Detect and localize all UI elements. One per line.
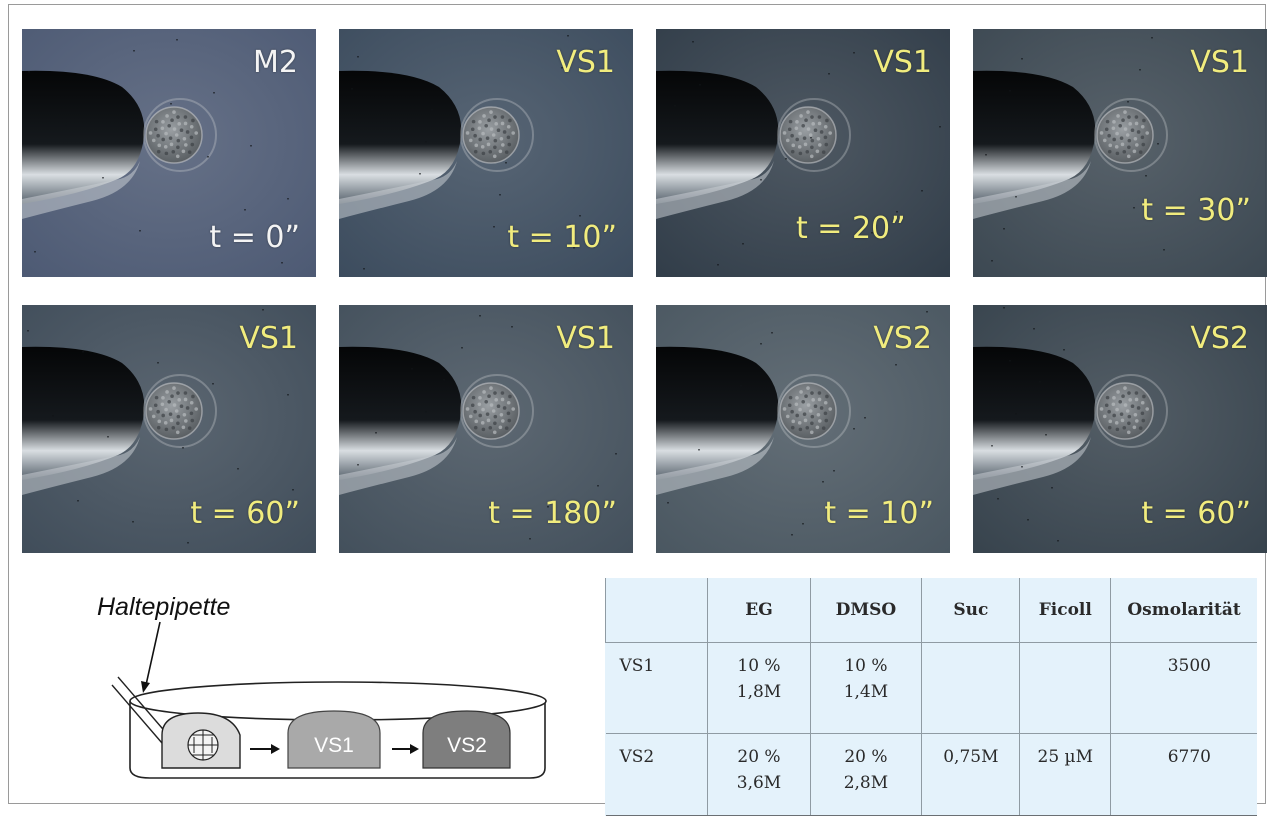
ficoll-cell bbox=[1019, 642, 1111, 734]
header-cell-osmolaritaet: Osmolarität bbox=[1110, 578, 1257, 643]
time-label: t = 60” bbox=[190, 496, 300, 531]
micrograph-image bbox=[22, 305, 316, 553]
time-label: t = 10” bbox=[824, 496, 934, 531]
eg-cell: 10 % 1,8M bbox=[707, 642, 811, 734]
micrograph-panel: VS1 t = 10” bbox=[339, 29, 633, 277]
dmso-molar: 1,4M bbox=[843, 682, 889, 702]
vs1-drop-label: VS1 bbox=[314, 734, 354, 757]
time-label: t = 60” bbox=[1141, 496, 1251, 531]
eg-percent: 10 % bbox=[737, 656, 781, 676]
header-cell-eg: EG bbox=[707, 578, 811, 643]
micrograph-image bbox=[973, 29, 1267, 277]
time-label: t = 180” bbox=[488, 496, 617, 531]
micrograph-grid: M2 t = 0” VS1 t = 10” bbox=[22, 29, 1267, 554]
micrograph-panel: VS2 t = 10” bbox=[656, 305, 950, 553]
micrograph-image bbox=[656, 29, 950, 277]
header-cell-ficoll: Ficoll bbox=[1019, 578, 1111, 643]
dmso-percent: 10 % bbox=[844, 656, 888, 676]
micrograph-panel: M2 t = 0” bbox=[22, 29, 316, 277]
solution-label: VS1 bbox=[239, 321, 298, 356]
osmolarity-cell: 6770 bbox=[1110, 733, 1257, 816]
solution-label: VS1 bbox=[556, 321, 615, 356]
micrograph-image bbox=[656, 305, 950, 553]
micrograph-panel: VS1 t = 20” bbox=[656, 29, 950, 277]
suc-cell bbox=[921, 642, 1020, 734]
suc-cell: 0,75M bbox=[921, 733, 1020, 816]
micrograph-image bbox=[973, 305, 1267, 553]
dmso-cell: 20 % 2,8M bbox=[809, 733, 922, 816]
row-name: VS2 bbox=[605, 733, 708, 816]
vs2-drop-label: VS2 bbox=[447, 734, 487, 757]
micrograph-panel: VS1 t = 30” bbox=[973, 29, 1267, 277]
micrograph-panel: VS1 t = 60” bbox=[22, 305, 316, 553]
dmso-cell: 10 % 1,4M bbox=[809, 642, 922, 734]
dish-illustration: VS1 VS2 bbox=[111, 621, 547, 779]
time-label: t = 10” bbox=[507, 220, 617, 255]
header-cell-empty bbox=[604, 578, 708, 643]
table-row: VS2 20 % 3,6M 20 % 2,8M 0,75M 25 µM 6770 bbox=[605, 733, 1257, 816]
dmso-molar: 2,8M bbox=[843, 773, 889, 793]
micrograph-panel: VS2 t = 60” bbox=[973, 305, 1267, 553]
micrograph-panel: VS1 t = 180” bbox=[339, 305, 633, 553]
eg-cell: 20 % 3,6M bbox=[707, 733, 811, 816]
row-name: VS1 bbox=[605, 642, 708, 734]
haltepipette-label: Haltepipette bbox=[97, 593, 231, 621]
solution-label: VS1 bbox=[1190, 45, 1249, 80]
table-row: VS1 10 % 1,8M 10 % 1,4M 3500 bbox=[605, 642, 1257, 734]
micrograph-image bbox=[22, 29, 316, 277]
eg-percent: 20 % bbox=[737, 747, 781, 767]
solution-composition-table: EG DMSO Suc Ficoll Osmolarität VS1 10 % 1… bbox=[604, 578, 1257, 816]
solution-label: VS2 bbox=[873, 321, 932, 356]
solution-label: VS1 bbox=[556, 45, 615, 80]
osmolarity-cell: 3500 bbox=[1110, 642, 1257, 734]
eg-molar: 3,6M bbox=[736, 773, 782, 793]
dmso-percent: 20 % bbox=[844, 747, 888, 767]
eg-molar: 1,8M bbox=[736, 682, 782, 702]
header-cell-suc: Suc bbox=[921, 578, 1020, 643]
solution-label: M2 bbox=[253, 45, 298, 80]
time-label: t = 30” bbox=[1141, 193, 1251, 228]
solution-label: VS2 bbox=[1190, 321, 1249, 356]
micrograph-image bbox=[339, 305, 633, 553]
header-cell-dmso: DMSO bbox=[809, 578, 922, 643]
solution-label: VS1 bbox=[873, 45, 932, 80]
micrograph-image bbox=[339, 29, 633, 277]
time-label: t = 20” bbox=[796, 211, 906, 246]
table-header-row: EG DMSO Suc Ficoll Osmolarität bbox=[604, 578, 1257, 643]
ficoll-cell: 25 µM bbox=[1019, 733, 1111, 816]
time-label: t = 0” bbox=[209, 220, 300, 255]
holding-pipette-diagram: Haltepipette VS1 VS2 bbox=[90, 585, 550, 800]
